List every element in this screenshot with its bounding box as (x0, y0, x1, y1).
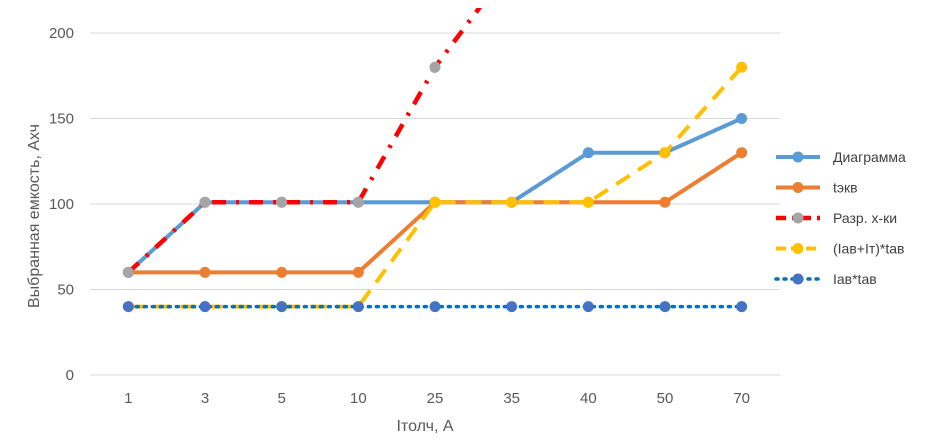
data-point (659, 301, 671, 313)
series-line (128, 65, 744, 309)
y-tick-label: 200 (49, 25, 74, 42)
legend-label: Разр. х-ки (833, 210, 897, 226)
legend-item: Iав*tав (774, 271, 877, 287)
y-axis-ticks: 0 50 100 150 200 (49, 25, 74, 384)
x-tick-label: 5 (277, 390, 285, 407)
data-point (199, 301, 211, 313)
legend-item: Диаграмма (776, 149, 906, 165)
series-2 (122, 147, 748, 278)
y-tick-label: 150 (49, 111, 74, 128)
x-tick-label: 3 (201, 390, 209, 407)
x-tick-label: 1 (124, 390, 132, 407)
series-1 (122, 113, 748, 278)
y-tick-label: 0 (66, 367, 74, 384)
data-point (659, 147, 671, 159)
x-tick-label: 10 (350, 390, 367, 407)
y-tick-label: 100 (49, 196, 74, 213)
x-axis-ticks: 1 3 5 10 25 35 40 50 70 (124, 390, 750, 407)
legend-item: (Iав+Iт)*tав (776, 241, 904, 257)
data-point (429, 301, 441, 313)
data-point (122, 301, 134, 313)
legend-label: (Iав+Iт)*tав (833, 241, 904, 257)
data-point (199, 266, 211, 278)
data-point (506, 301, 518, 313)
legend-item: Разр. х-ки (776, 210, 897, 226)
x-tick-label: 40 (580, 390, 597, 407)
x-axis-title: Iтолч, А (396, 418, 453, 435)
data-point (276, 266, 288, 278)
data-point (276, 196, 288, 208)
data-point (276, 301, 288, 313)
data-point (429, 196, 441, 208)
data-point (429, 61, 441, 73)
legend-item: tэкв (776, 180, 858, 196)
series-3 (122, 8, 483, 278)
series-4 (122, 61, 748, 313)
data-point (506, 196, 518, 208)
series-line (128, 151, 743, 275)
y-tick-label: 50 (57, 282, 74, 299)
data-point (582, 301, 594, 313)
data-point (352, 196, 364, 208)
plot-area (122, 8, 748, 313)
series-line (126, 116, 743, 274)
series-line (126, 8, 483, 275)
data-point (582, 147, 594, 159)
data-point (199, 196, 211, 208)
data-point (352, 266, 364, 278)
data-point (122, 266, 134, 278)
legend-swatch-marker (792, 212, 804, 224)
series-5 (122, 301, 748, 313)
legend-label: Iав*tав (833, 271, 877, 287)
y-axis-title: Выбранная емкость, Ахч (26, 124, 43, 308)
x-tick-label: 35 (503, 390, 520, 407)
x-tick-label: 50 (657, 390, 674, 407)
legend-swatch-marker (792, 243, 804, 254)
data-point (736, 147, 748, 159)
data-point (659, 196, 671, 208)
data-point (582, 196, 594, 208)
x-tick-label: 25 (427, 390, 444, 407)
legend: Диаграмма tэкв Разр. х-ки (Iав+Iт)*tав Iав*t… (774, 149, 906, 287)
legend-swatch-marker (792, 273, 804, 285)
data-point (736, 61, 748, 73)
data-point (736, 113, 748, 124)
legend-swatch-marker (792, 151, 804, 163)
legend-label: tэкв (833, 180, 858, 196)
legend-label: Диаграмма (833, 149, 906, 165)
legend-swatch-marker (792, 182, 804, 193)
x-tick-label: 70 (733, 390, 750, 407)
data-point (736, 301, 748, 313)
data-point (352, 301, 364, 313)
